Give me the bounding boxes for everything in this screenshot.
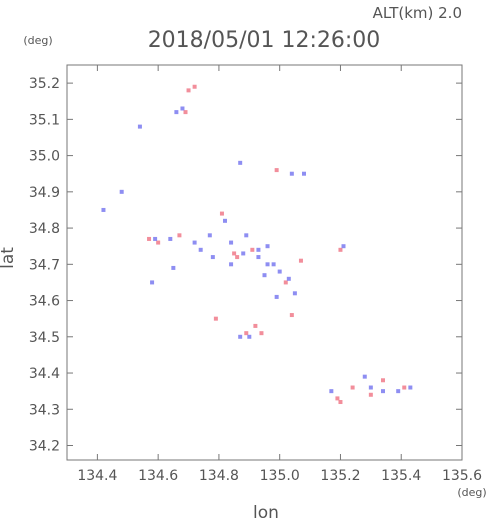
data-point bbox=[265, 262, 270, 267]
data-point bbox=[292, 291, 297, 296]
x-tick-label: 135.2 bbox=[320, 468, 360, 484]
data-point bbox=[335, 396, 340, 401]
plot-frame bbox=[66, 64, 463, 461]
data-point bbox=[174, 110, 179, 115]
data-point bbox=[253, 323, 258, 328]
x-tick-label: 135.4 bbox=[381, 468, 421, 484]
data-point bbox=[250, 247, 255, 252]
data-point bbox=[177, 233, 182, 238]
data-point bbox=[259, 331, 264, 336]
data-point bbox=[219, 211, 224, 216]
data-point bbox=[256, 247, 261, 252]
y-tick-label: 34.7 bbox=[29, 257, 60, 273]
data-point bbox=[338, 400, 343, 405]
y-tick-label: 35.0 bbox=[29, 149, 60, 165]
x-axis-label: lon bbox=[253, 503, 279, 521]
y-tick-label: 35.1 bbox=[29, 112, 60, 128]
data-point bbox=[235, 255, 240, 260]
data-point bbox=[244, 331, 249, 336]
data-point bbox=[271, 262, 276, 267]
data-point bbox=[362, 374, 367, 379]
data-point bbox=[289, 171, 294, 176]
data-point bbox=[262, 273, 267, 278]
data-point bbox=[229, 240, 234, 245]
x-tick-label: 134.4 bbox=[77, 468, 117, 484]
chart-title: 2018/05/01 12:26:00 bbox=[148, 28, 381, 53]
altitude-label: ALT(km) 2.0 bbox=[373, 4, 462, 22]
y-tick-label: 34.8 bbox=[29, 221, 60, 237]
data-point bbox=[396, 389, 401, 394]
data-point bbox=[213, 316, 218, 321]
data-point bbox=[147, 236, 152, 241]
y-axis-label: lat bbox=[0, 247, 18, 269]
data-point bbox=[256, 255, 261, 260]
data-point bbox=[341, 244, 346, 249]
data-point bbox=[229, 262, 234, 267]
data-point bbox=[244, 233, 249, 238]
data-point bbox=[368, 392, 373, 397]
data-point bbox=[350, 385, 355, 390]
data-point bbox=[223, 218, 227, 223]
data-point bbox=[302, 171, 306, 176]
data-point bbox=[180, 106, 185, 111]
data-point bbox=[183, 110, 188, 115]
data-point bbox=[150, 280, 155, 285]
data-point bbox=[171, 265, 176, 270]
data-point bbox=[265, 244, 270, 249]
data-point bbox=[286, 276, 291, 281]
x-tick-label: 134.6 bbox=[138, 468, 178, 484]
data-point bbox=[192, 240, 197, 245]
data-point bbox=[207, 233, 212, 238]
data-point bbox=[241, 251, 246, 256]
data-point bbox=[298, 258, 303, 263]
y-tick-label: 34.5 bbox=[29, 330, 60, 346]
data-point bbox=[153, 236, 158, 241]
data-point bbox=[289, 313, 294, 318]
data-point bbox=[186, 88, 191, 93]
data-point bbox=[381, 389, 385, 394]
y-tick-label: 34.4 bbox=[29, 366, 60, 382]
data-point bbox=[277, 269, 282, 274]
data-point bbox=[232, 251, 237, 256]
data-point bbox=[156, 240, 161, 245]
y-unit-label: (deg) bbox=[23, 34, 52, 47]
data-point bbox=[247, 334, 252, 339]
x-tick-label: 135.0 bbox=[260, 468, 300, 484]
x-tick-label: 134.8 bbox=[199, 468, 239, 484]
data-point bbox=[274, 168, 279, 173]
data-point bbox=[198, 247, 203, 252]
data-point bbox=[368, 385, 373, 390]
data-point bbox=[238, 160, 243, 165]
data-point bbox=[238, 334, 243, 339]
data-point bbox=[402, 385, 407, 390]
data-point bbox=[329, 389, 334, 394]
y-tick-label: 35.2 bbox=[29, 76, 60, 92]
data-point bbox=[119, 189, 124, 194]
y-tick-label: 34.6 bbox=[29, 294, 60, 310]
y-tick-label: 34.2 bbox=[29, 439, 60, 455]
data-point bbox=[192, 84, 197, 89]
data-point bbox=[210, 255, 215, 260]
data-point bbox=[338, 247, 343, 252]
data-point bbox=[274, 294, 279, 299]
y-tick-label: 34.3 bbox=[29, 402, 60, 418]
x-unit-label: (deg) bbox=[457, 486, 486, 499]
data-point bbox=[381, 378, 385, 383]
data-point bbox=[137, 124, 142, 129]
data-point bbox=[101, 207, 106, 212]
data-point bbox=[283, 280, 288, 285]
data-point bbox=[408, 385, 413, 390]
y-tick-label: 34.9 bbox=[29, 185, 60, 201]
x-tick-label: 135.6 bbox=[442, 468, 482, 484]
data-point bbox=[168, 236, 173, 241]
